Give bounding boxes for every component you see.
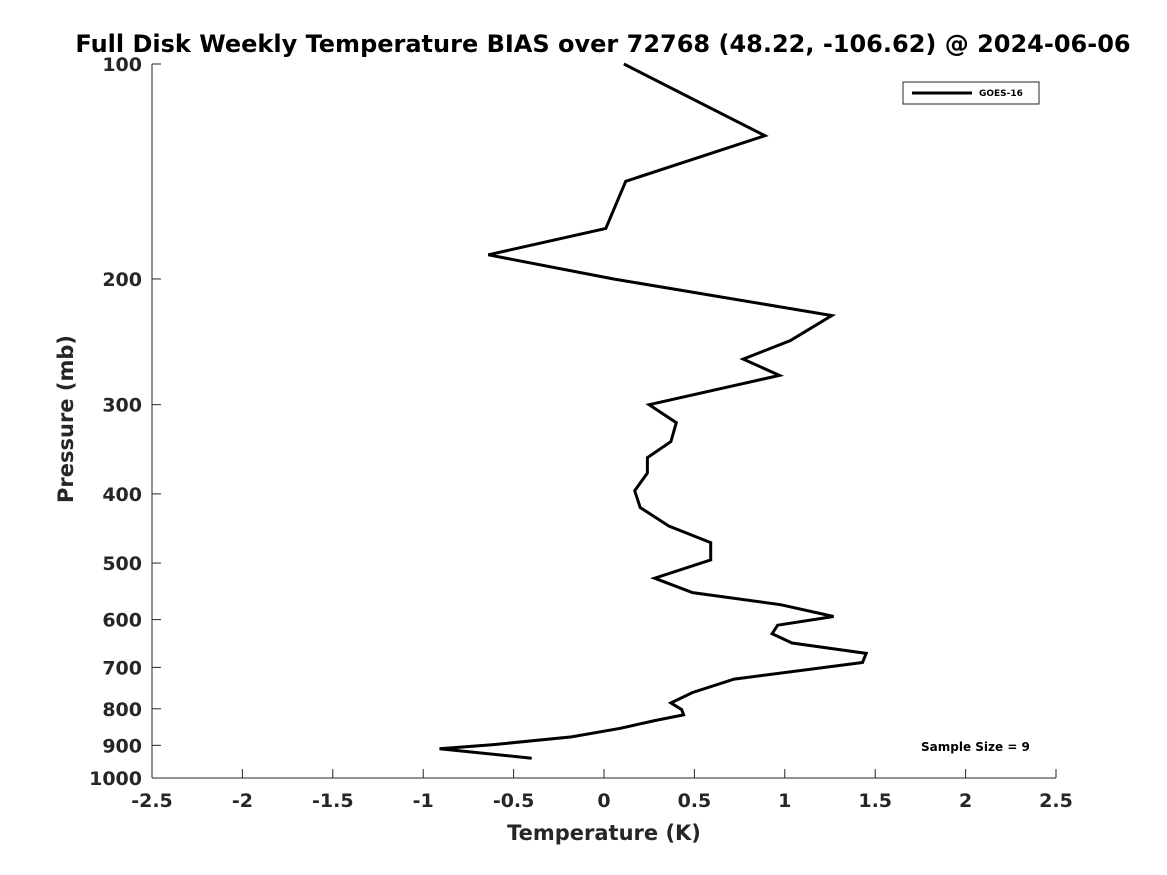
plot-area: -2.5 -2 -1.5 -1 -0.5 0 0.5 1 1.5 2 2.5 100 200 300 400… — [89, 54, 1073, 812]
x-tick-label: -0.5 — [493, 790, 535, 812]
x-tick-label: -1.5 — [312, 790, 354, 812]
legend-label: GOES-16 — [979, 89, 1023, 99]
x-tick-label: -1 — [413, 790, 434, 812]
legend: GOES-16 — [902, 81, 1040, 105]
y-tick-label: 1000 — [89, 768, 142, 790]
y-tick-label: 500 — [102, 553, 142, 575]
y-tick-label: 600 — [102, 610, 142, 632]
y-tick-label: 100 — [102, 54, 142, 76]
x-tick-label: 0.5 — [678, 790, 712, 812]
x-tick-label: 1.5 — [858, 790, 892, 812]
y-tick-label: 200 — [102, 269, 142, 291]
x-tick-label: 1 — [778, 790, 791, 812]
x-axis-label: Temperature (K) — [507, 821, 701, 845]
x-tick-label: -2.5 — [131, 790, 173, 812]
x-tick-label: 2 — [959, 790, 972, 812]
y-tick-label: 800 — [102, 699, 142, 721]
x-tick-label: 0 — [597, 790, 610, 812]
chart-title: Full Disk Weekly Temperature BIAS over 7… — [75, 30, 1130, 58]
series-line-goes-16 — [439, 62, 869, 760]
y-tick-label: 700 — [102, 657, 142, 679]
y-axis-label: Pressure (mb) — [54, 335, 78, 503]
y-tick-label: 900 — [102, 735, 142, 757]
y-tick-label: 300 — [102, 395, 142, 417]
x-tick-label: -2 — [232, 790, 253, 812]
y-tick-label: 400 — [102, 484, 142, 506]
x-tick-label: 2.5 — [1039, 790, 1073, 812]
sample-size-annotation: Sample Size = 9 — [921, 740, 1030, 754]
